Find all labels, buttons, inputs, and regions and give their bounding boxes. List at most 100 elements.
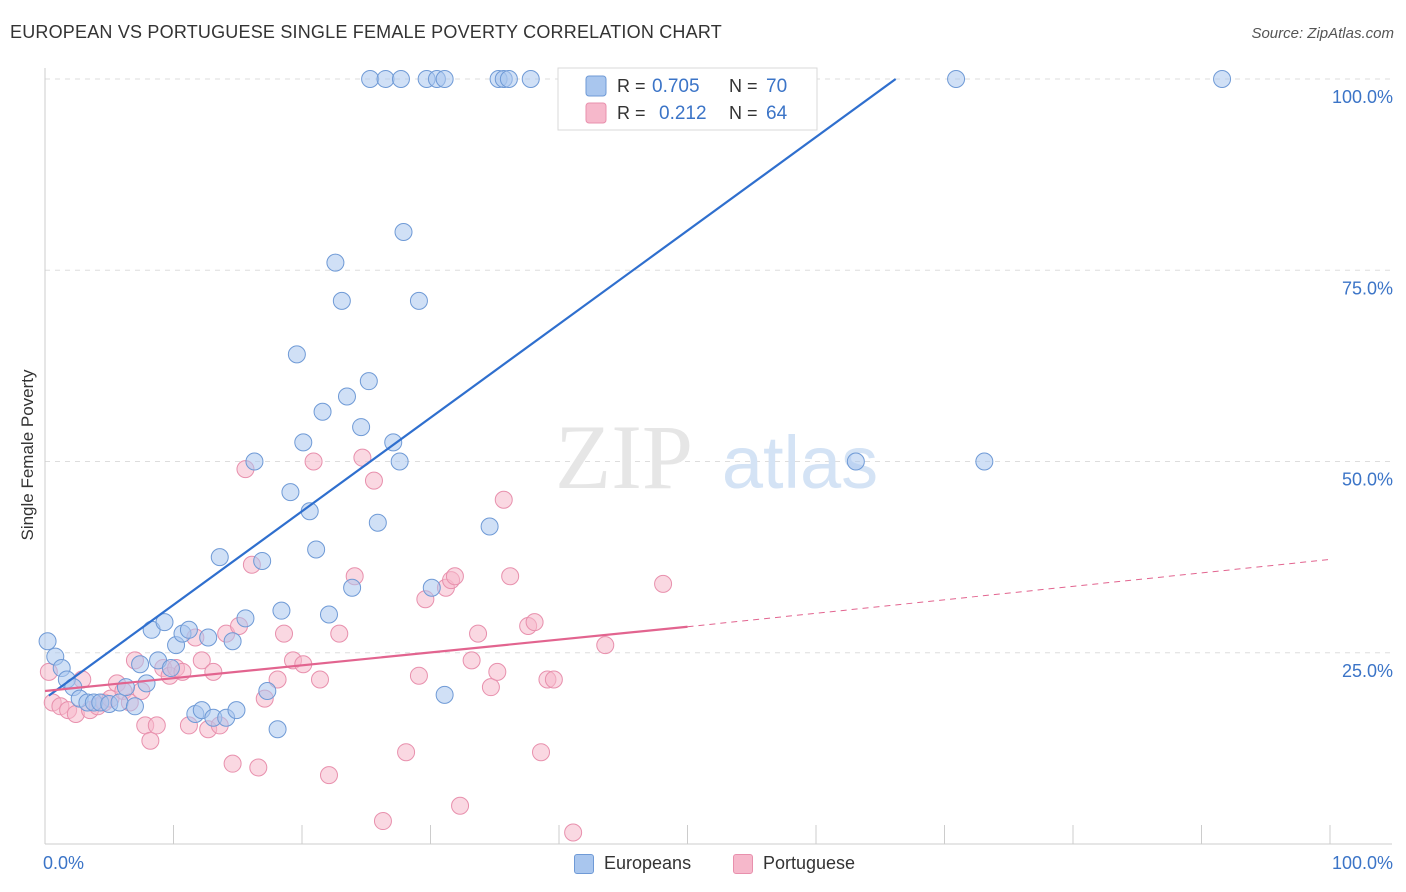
stats-n-portuguese: 64 xyxy=(766,103,788,124)
portuguese-point xyxy=(268,670,287,689)
stats-r-label-europeans: R = xyxy=(617,76,646,96)
legend-swatch-portuguese xyxy=(733,853,753,874)
europeans-point xyxy=(361,70,380,88)
y-tick-label: 75.0% xyxy=(1342,278,1393,298)
europeans-point xyxy=(409,291,428,310)
stats-swatch-europeans xyxy=(585,75,607,97)
stats-box: R = 0.705 N = 70 R = 0.212 N = 64 xyxy=(557,67,818,131)
europeans-point xyxy=(319,605,338,624)
gridlines xyxy=(45,78,1392,654)
portuguese-point xyxy=(532,743,551,762)
europeans-point xyxy=(307,540,326,559)
trend-lines xyxy=(44,78,1331,697)
portuguese-point xyxy=(249,758,268,777)
watermark-zip: ZIP xyxy=(555,406,693,508)
portuguese-point xyxy=(462,651,481,670)
portuguese-point xyxy=(330,624,349,643)
europeans-point xyxy=(332,291,351,310)
europeans-point xyxy=(137,674,156,693)
legend-item-europeans[interactable]: Europeans xyxy=(574,853,691,874)
europeans-point xyxy=(199,628,218,647)
europeans-point xyxy=(846,452,865,471)
europeans-point xyxy=(313,402,332,421)
portuguese-point xyxy=(525,613,544,632)
europeans-point xyxy=(253,551,272,570)
europeans-point xyxy=(155,613,174,632)
axes: 25.0% 50.0% 75.0% 100.0% 0.0% 100.0% xyxy=(43,68,1393,873)
europeans-trend-line xyxy=(48,78,897,697)
portuguese-point xyxy=(451,796,470,815)
stats-n-label-europeans: N = xyxy=(729,76,758,96)
portuguese-point xyxy=(204,662,223,681)
europeans-point xyxy=(947,70,966,88)
portuguese-point xyxy=(596,636,615,655)
stats-n-label-portuguese: N = xyxy=(729,103,758,123)
portuguese-point xyxy=(373,812,392,831)
europeans-point xyxy=(179,620,198,639)
portuguese-point xyxy=(310,670,329,689)
portuguese-point xyxy=(494,490,513,509)
europeans-point xyxy=(337,387,356,406)
stats-r-europeans: 0.705 xyxy=(652,76,700,97)
portuguese-point xyxy=(192,651,211,670)
europeans-point xyxy=(245,452,264,471)
europeans-point xyxy=(227,701,246,720)
europeans-point xyxy=(161,659,180,678)
x-tick-label: 0.0% xyxy=(43,853,84,873)
europeans-point xyxy=(125,697,144,716)
europeans-point xyxy=(210,548,229,567)
europeans-point xyxy=(223,632,242,651)
legend-label-portuguese: Portuguese xyxy=(763,853,856,873)
europeans-point xyxy=(287,345,306,364)
europeans-point xyxy=(422,578,441,597)
stats-n-europeans: 70 xyxy=(766,76,787,97)
x-tick-label: 100.0% xyxy=(1332,853,1393,873)
portuguese-trend-extension xyxy=(687,558,1331,628)
stats-r-label-portuguese: R = xyxy=(617,103,646,123)
europeans-points xyxy=(38,70,1232,739)
stats-r-portuguese: 0.212 xyxy=(659,103,707,124)
europeans-point xyxy=(294,433,313,452)
portuguese-point xyxy=(397,743,416,762)
europeans-point xyxy=(236,609,255,628)
portuguese-point xyxy=(654,574,673,593)
portuguese-point xyxy=(481,678,500,697)
europeans-point xyxy=(480,517,499,536)
y-tick-label: 100.0% xyxy=(1332,87,1393,107)
portuguese-point xyxy=(409,666,428,685)
europeans-point xyxy=(376,70,395,88)
portuguese-point xyxy=(544,670,563,689)
europeans-point xyxy=(499,70,518,88)
legend-label-europeans: Europeans xyxy=(604,853,692,873)
portuguese-point xyxy=(275,624,294,643)
portuguese-point xyxy=(141,731,160,750)
source-note: Source: ZipAtlas.com xyxy=(1251,25,1394,42)
europeans-point xyxy=(38,632,57,651)
europeans-point xyxy=(1213,70,1232,88)
europeans-point xyxy=(975,452,994,471)
chart-title: EUROPEAN VS PORTUGUESE SINGLE FEMALE POV… xyxy=(10,22,722,42)
portuguese-point xyxy=(488,662,507,681)
europeans-point xyxy=(272,601,291,620)
europeans-point xyxy=(391,70,410,88)
europeans-point xyxy=(394,223,413,241)
portuguese-point xyxy=(223,754,242,773)
portuguese-point xyxy=(445,567,464,586)
portuguese-point xyxy=(564,823,583,842)
portuguese-point xyxy=(319,766,338,785)
portuguese-point xyxy=(147,716,166,735)
europeans-point xyxy=(435,70,454,88)
europeans-point xyxy=(131,655,150,674)
europeans-point xyxy=(435,685,454,704)
portuguese-trend-line xyxy=(44,625,688,693)
legend-item-portuguese[interactable]: Portuguese xyxy=(733,853,855,874)
europeans-point xyxy=(281,483,300,502)
europeans-point xyxy=(110,693,129,712)
portuguese-point xyxy=(469,624,488,643)
portuguese-point xyxy=(501,567,520,586)
europeans-point xyxy=(268,720,287,739)
europeans-point xyxy=(368,513,387,532)
watermark: ZIP atlas xyxy=(555,406,878,508)
y-tick-label: 50.0% xyxy=(1342,470,1393,490)
